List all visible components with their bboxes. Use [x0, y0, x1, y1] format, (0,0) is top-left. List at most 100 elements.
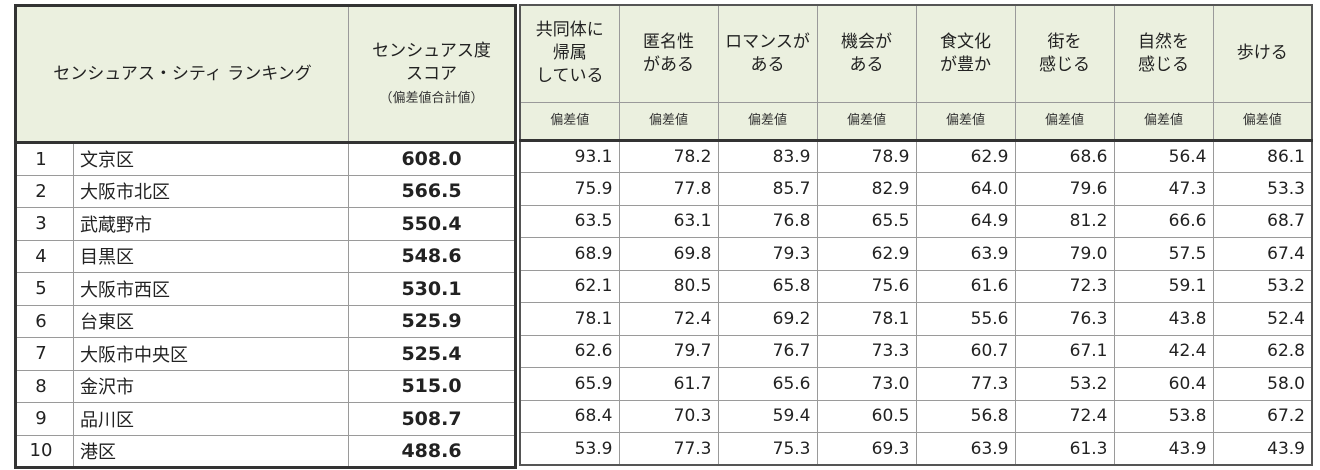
table-row: 65.9 61.7 65.6 73.0 77.3 53.2 60.4 58.0 — [519, 367, 1313, 401]
metric-value-cell: 65.6 — [717, 367, 818, 401]
metric-value-cell: 60.4 — [1113, 367, 1214, 401]
metric-value-cell: 79.3 — [717, 237, 818, 271]
metric-header-line: ある — [849, 54, 884, 75]
rank-cell: 7 — [15, 337, 74, 371]
metric-value-cell: 79.6 — [1014, 172, 1115, 206]
metric-value-cell: 43.8 — [1113, 302, 1214, 336]
metric-value-cell: 86.1 — [1212, 139, 1313, 173]
table-row: 10 港区 488.6 — [15, 434, 517, 468]
metric-value-cell: 75.9 — [519, 172, 620, 206]
metric-value-cell: 67.1 — [1014, 334, 1115, 368]
metric-header-7: 歩ける — [1212, 4, 1313, 103]
metric-header-line: 共同体に — [535, 20, 604, 41]
score-header-sub: （偏差値合計値） — [379, 91, 484, 107]
metric-value-cell: 53.2 — [1212, 269, 1313, 303]
unit-header-4: 偏差値 — [915, 101, 1016, 141]
city-cell: 台東区 — [72, 304, 350, 338]
metric-header-line: が豊か — [940, 54, 991, 75]
metric-value-cell: 56.4 — [1113, 139, 1214, 173]
metric-header-line: 歩ける — [1236, 43, 1288, 64]
table-row: 7 大阪市中央区 525.4 — [15, 337, 517, 371]
table-row: 6 台東区 525.9 — [15, 304, 517, 338]
metric-header-2: ロマンスが ある — [717, 4, 818, 103]
metric-value-cell: 59.1 — [1113, 269, 1214, 303]
metric-value-cell: 77.3 — [915, 367, 1016, 401]
metric-value-cell: 67.4 — [1212, 237, 1313, 271]
table-row: 9 品川区 508.7 — [15, 402, 517, 436]
metric-value-cell: 78.1 — [519, 302, 620, 336]
metric-value-cell: 53.3 — [1212, 172, 1313, 206]
table-row: 5 大阪市西区 530.1 — [15, 272, 517, 306]
metric-value-cell: 79.0 — [1014, 237, 1115, 271]
metric-value-cell: 65.5 — [816, 204, 917, 238]
metric-header-0: 共同体に 帰属 している — [519, 4, 620, 103]
table-row: 53.9 77.3 75.3 69.3 63.9 61.3 43.9 43.9 — [519, 432, 1313, 466]
metric-value-cell: 68.6 — [1014, 139, 1115, 173]
unit-header-row: 偏差値 偏差値 偏差値 偏差値 偏差値 偏差値 偏差値 偏差値 — [519, 101, 1313, 141]
table-row: 78.1 72.4 69.2 78.1 55.6 76.3 43.8 52.4 — [519, 302, 1313, 336]
metric-value-cell: 62.9 — [915, 139, 1016, 173]
metric-value-cell: 78.1 — [816, 302, 917, 336]
metric-value-cell: 61.7 — [618, 367, 719, 401]
table-row: 3 武蔵野市 550.4 — [15, 207, 517, 241]
score-cell: 550.4 — [348, 207, 517, 241]
metric-value-cell: 68.9 — [519, 237, 620, 271]
table-row: 68.9 69.8 79.3 62.9 63.9 79.0 57.5 67.4 — [519, 237, 1313, 271]
city-cell: 品川区 — [72, 402, 350, 436]
score-header-line2: スコア — [406, 64, 458, 85]
metric-value-cell: 59.4 — [717, 399, 818, 433]
metric-value-cell: 69.3 — [816, 432, 917, 466]
metric-value-cell: 53.9 — [519, 432, 620, 466]
unit-header-1: 偏差値 — [618, 101, 719, 141]
metric-value-cell: 77.8 — [618, 172, 719, 206]
metric-value-cell: 75.3 — [717, 432, 818, 466]
metric-value-cell: 61.6 — [915, 269, 1016, 303]
metric-value-cell: 72.4 — [1014, 399, 1115, 433]
metric-value-cell: 85.7 — [717, 172, 818, 206]
score-cell: 548.6 — [348, 239, 517, 273]
unit-header-2: 偏差値 — [717, 101, 818, 141]
metric-header-line: ロマンスが — [725, 31, 810, 52]
unit-header-0: 偏差値 — [519, 101, 620, 141]
metric-value-cell: 65.9 — [519, 367, 620, 401]
metric-value-cell: 55.6 — [915, 302, 1016, 336]
unit-header-3: 偏差値 — [816, 101, 917, 141]
metric-value-cell: 64.9 — [915, 204, 1016, 238]
rank-cell: 4 — [15, 239, 74, 273]
ranking-body: 1 文京区 608.0 2 大阪市北区 566.5 3 武蔵野市 550.4 4 目黒区 548.6 5… — [15, 142, 517, 468]
metric-value-cell: 62.1 — [519, 269, 620, 303]
metric-value-cell: 83.9 — [717, 139, 818, 173]
city-cell: 文京区 — [72, 142, 350, 176]
metric-value-cell: 62.8 — [1212, 334, 1313, 368]
metric-header-4: 食文化 が豊か — [915, 4, 1016, 103]
city-cell: 大阪市中央区 — [72, 337, 350, 371]
metric-value-cell: 78.2 — [618, 139, 719, 173]
metric-value-cell: 69.8 — [618, 237, 719, 271]
metric-value-cell: 47.3 — [1113, 172, 1214, 206]
metric-value-cell: 78.9 — [816, 139, 917, 173]
metric-value-cell: 73.3 — [816, 334, 917, 368]
rank-cell: 9 — [15, 402, 74, 436]
unit-header-7: 偏差値 — [1212, 101, 1313, 141]
metric-value-cell: 80.5 — [618, 269, 719, 303]
metric-value-cell: 81.2 — [1014, 204, 1115, 238]
rank-cell: 10 — [15, 434, 74, 468]
metric-value-cell: 72.3 — [1014, 269, 1115, 303]
metric-value-cell: 76.3 — [1014, 302, 1115, 336]
metric-value-cell: 73.0 — [816, 367, 917, 401]
city-cell: 大阪市北区 — [72, 174, 350, 208]
metric-value-cell: 79.7 — [618, 334, 719, 368]
metric-value-cell: 69.2 — [717, 302, 818, 336]
metrics-body: 93.1 78.2 83.9 78.9 62.9 68.6 56.4 86.1 75.9 77.8… — [519, 139, 1313, 466]
rank-cell: 6 — [15, 304, 74, 338]
metric-header-1: 匿名性 がある — [618, 4, 719, 103]
score-cell: 530.1 — [348, 272, 517, 306]
score-cell: 525.4 — [348, 337, 517, 371]
metric-header-5: 街を 感じる — [1014, 4, 1115, 103]
table-row: 8 金沢市 515.0 — [15, 369, 517, 403]
city-cell: 金沢市 — [72, 369, 350, 403]
table-row: 75.9 77.8 85.7 82.9 64.0 79.6 47.3 53.3 — [519, 172, 1313, 206]
metrics-table: 共同体に 帰属 している 匿名性 がある ロマンスが ある 機会が ある 食文化 が豊か 街を 感じる自… — [519, 4, 1313, 466]
